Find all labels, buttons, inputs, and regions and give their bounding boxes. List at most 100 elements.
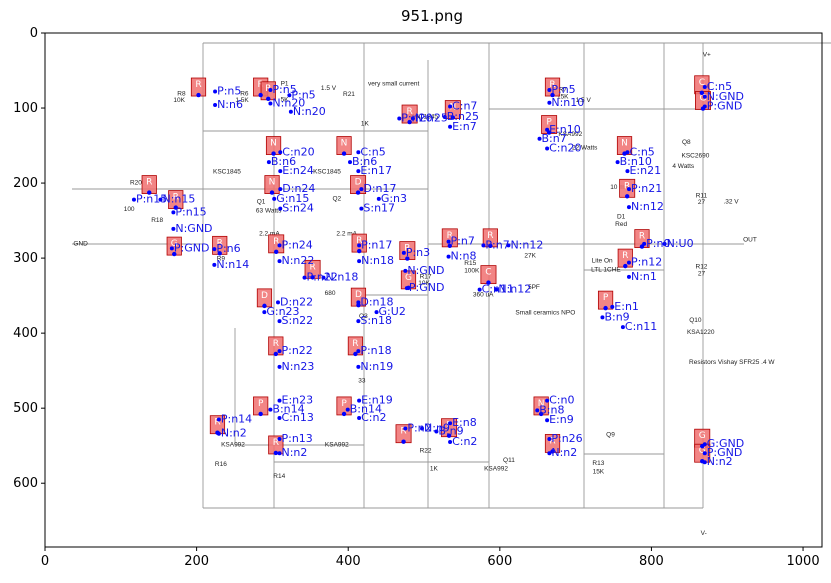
pin-dot: [277, 415, 282, 420]
pin-dot: [341, 411, 347, 417]
pin-dot: [302, 275, 307, 280]
pin-annotation: P:n24: [282, 238, 313, 251]
schematic-text: Small ceramics NPO: [515, 309, 575, 316]
schematic-text: R16: [215, 461, 227, 468]
pin-annotation: G:n3: [381, 192, 407, 205]
component-type-label: P: [341, 399, 347, 409]
pin-dot: [277, 451, 282, 456]
y-tick-label: 500: [13, 401, 38, 416]
pin-dot: [321, 275, 326, 280]
x-tick-label: 800: [639, 554, 664, 569]
schematic-text: 1K: [361, 120, 370, 127]
pin-annotation: P:GND: [174, 241, 210, 254]
pin-annotation: E:n8: [452, 416, 477, 429]
schematic-text: LTL 1CHE: [591, 267, 621, 274]
schematic-text: 100K: [464, 267, 480, 274]
pin-annotation: N:n6: [217, 98, 243, 111]
pin-dot: [550, 449, 555, 454]
pin-dot: [213, 103, 218, 108]
schematic-text: P1: [281, 81, 289, 88]
pin-annotation: E:n1: [614, 300, 639, 313]
pin-dot: [278, 150, 283, 155]
pin-annotation: B:n10: [620, 155, 652, 168]
schematic-text: KSC1845: [213, 168, 241, 175]
pin-dot: [448, 104, 453, 109]
pin-dot: [169, 246, 174, 251]
component-type-label: R: [487, 231, 493, 241]
schematic-text: Q1: [257, 198, 266, 205]
pin-dot: [147, 190, 152, 195]
schematic-text: 2.2 mA: [259, 231, 280, 238]
pin-annotation: P:n15: [175, 205, 206, 218]
x-tick-label: 400: [336, 554, 361, 569]
component-type-label: R: [406, 107, 412, 117]
schematic-text: 1.5 V: [576, 97, 592, 104]
component-type-label: N: [538, 399, 545, 409]
pin-annotation: D:n24: [282, 182, 315, 195]
pin-annotation: P:n7: [451, 235, 475, 248]
schematic-text: Resistors Vishay SFR25 .4 W: [689, 359, 775, 366]
pin-dot: [547, 88, 552, 93]
pin-annotation: N:n12: [498, 283, 531, 296]
pin-annotation: S:n18: [360, 314, 392, 327]
pin-dot: [173, 205, 178, 210]
schematic-text: 100: [124, 206, 135, 213]
pin-dot: [624, 194, 630, 199]
x-tick-label: 1000: [787, 554, 820, 569]
schematic-text: KSC1845: [410, 114, 438, 121]
pin-annotation: N:n18: [361, 254, 394, 267]
x-tick-label: 200: [184, 554, 209, 569]
schematic-image-background: [45, 33, 822, 547]
schematic-text: R14: [273, 473, 285, 480]
pin-dot: [356, 169, 361, 174]
pin-annotation: P:GND: [409, 281, 445, 294]
pin-dot: [702, 104, 707, 109]
pin-dot: [610, 304, 615, 309]
y-tick-label: 0: [30, 26, 38, 41]
schematic-wires: [72, 42, 831, 509]
pin-annotation: E:n24: [282, 164, 314, 177]
pin-dot: [446, 239, 451, 244]
pin-dot: [481, 243, 486, 248]
pin-dot: [158, 197, 163, 202]
schematic-text: 33: [358, 378, 366, 385]
pin-dot: [355, 190, 361, 195]
schematic-text: R21: [343, 91, 355, 98]
pin-dot: [547, 100, 552, 105]
schematic-text: 360 uA: [473, 291, 494, 298]
pin-annotation: P:GND: [707, 100, 743, 113]
pin-dot: [626, 260, 631, 265]
schematic-text: KSC2690: [681, 153, 709, 160]
y-tick-label: 300: [13, 251, 38, 266]
pin-dot: [626, 274, 631, 279]
pin-dot: [357, 259, 362, 264]
pin-annotation: P:n22: [307, 271, 338, 284]
component-type-label: C: [699, 78, 705, 88]
pin-dot: [345, 407, 350, 412]
pin-annotation: N:n25: [415, 112, 448, 125]
component-type-label: D: [261, 291, 268, 301]
schematic-text: R22: [420, 447, 432, 454]
pin-annotation: C:n5: [360, 145, 385, 158]
pin-dot: [401, 250, 406, 255]
pin-annotation: P:n17: [361, 238, 392, 251]
schematic-text: R11: [696, 192, 708, 199]
pin-dot: [535, 408, 540, 413]
pin-annotation: N:n15: [162, 193, 195, 206]
schematic-text: Q10: [689, 317, 702, 324]
pin-dot: [357, 243, 362, 248]
schematic-text: GND: [73, 240, 88, 247]
schematic-text: V-: [701, 530, 707, 537]
pin-dot: [538, 411, 544, 417]
pin-dot: [131, 197, 136, 202]
schematic-text: Q2: [333, 195, 342, 202]
pin-annotation: N:n18: [325, 271, 358, 284]
schematic-text: Q8: [682, 139, 691, 146]
pin-annotation: S:n17: [363, 202, 395, 215]
pin-dot: [376, 196, 381, 201]
component-type-label: R: [400, 427, 406, 437]
pin-dot: [216, 417, 221, 422]
y-tick-label: 100: [13, 101, 38, 116]
pin-dot: [702, 85, 707, 90]
pin-annotation: P:n20: [401, 112, 432, 125]
